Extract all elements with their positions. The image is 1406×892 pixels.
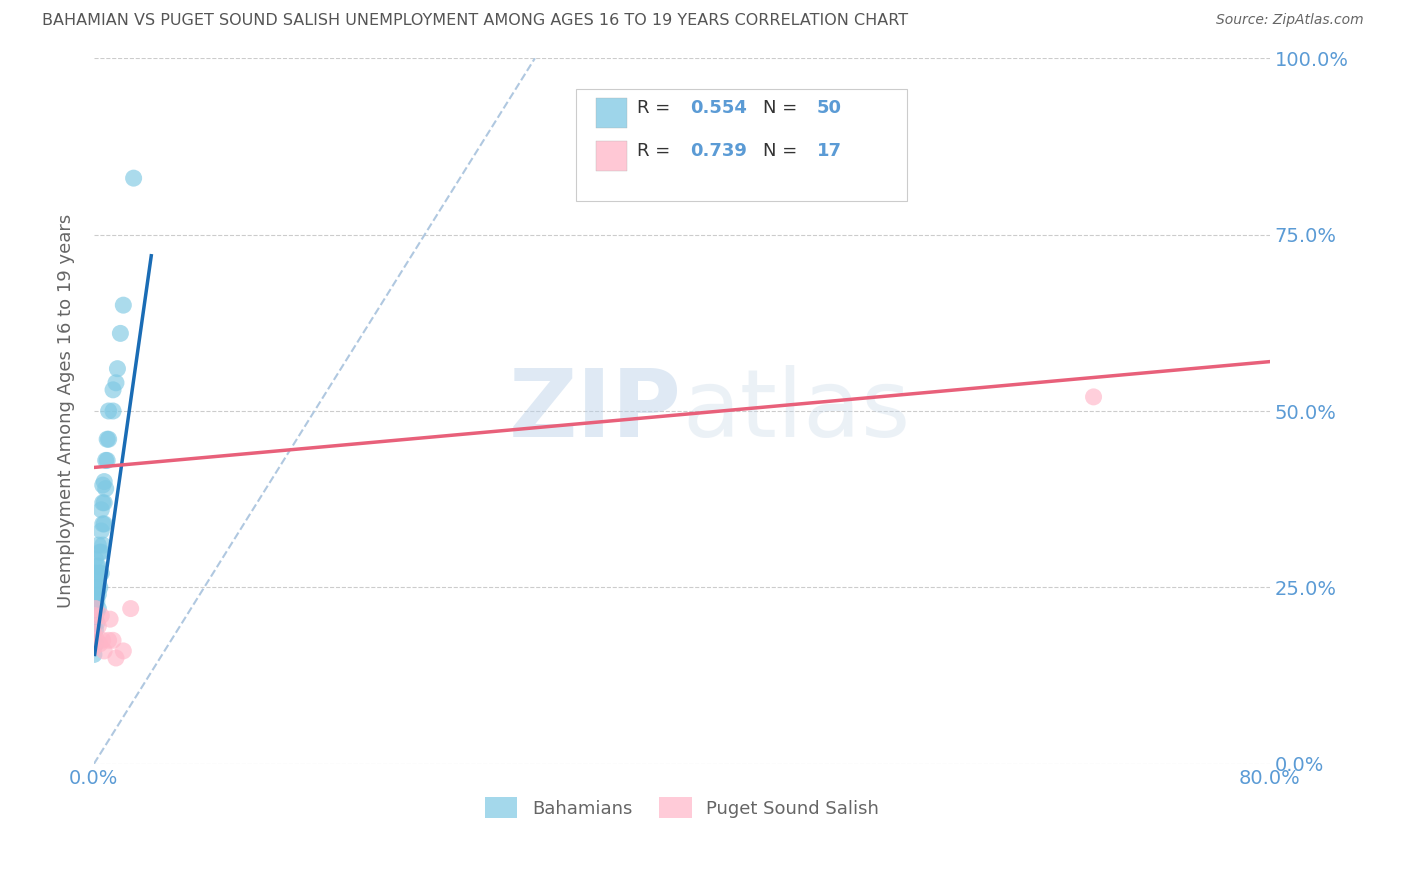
Point	[84, 581, 107, 595]
Point	[89, 637, 111, 651]
Point	[104, 376, 127, 390]
Point	[94, 482, 117, 496]
Text: 0.739: 0.739	[690, 142, 747, 160]
Point	[91, 516, 114, 531]
Point	[93, 496, 115, 510]
Point	[90, 566, 112, 581]
Point	[89, 566, 111, 581]
Point	[90, 524, 112, 538]
Point	[89, 581, 111, 595]
Point	[90, 503, 112, 517]
Point	[97, 404, 120, 418]
Point	[86, 581, 108, 595]
Point	[101, 383, 124, 397]
Text: ZIP: ZIP	[509, 365, 682, 457]
Legend: Bahamians, Puget Sound Salish: Bahamians, Puget Sound Salish	[478, 790, 886, 825]
Point	[87, 538, 110, 552]
Point	[83, 648, 105, 662]
Text: N =: N =	[763, 99, 803, 117]
Point	[101, 404, 124, 418]
Point	[83, 640, 105, 655]
Point	[86, 594, 108, 608]
Point	[86, 633, 108, 648]
Point	[83, 633, 105, 648]
Point	[84, 601, 107, 615]
Point	[84, 591, 107, 605]
Point	[91, 478, 114, 492]
Point	[90, 545, 112, 559]
Point	[91, 633, 114, 648]
Text: 0.554: 0.554	[690, 99, 747, 117]
Point	[93, 516, 115, 531]
Point	[104, 651, 127, 665]
Point	[84, 566, 107, 581]
Point	[112, 644, 135, 658]
Point	[91, 538, 114, 552]
Point	[101, 633, 124, 648]
Point	[90, 608, 112, 623]
Text: R =: R =	[637, 99, 676, 117]
Text: Source: ZipAtlas.com: Source: ZipAtlas.com	[1216, 13, 1364, 28]
Text: 17: 17	[817, 142, 842, 160]
Point	[107, 361, 129, 376]
Point	[87, 601, 110, 615]
Point	[87, 619, 110, 633]
Point	[83, 626, 105, 640]
Point	[84, 612, 107, 626]
Point	[96, 432, 118, 446]
Point	[96, 453, 118, 467]
Text: 50: 50	[817, 99, 842, 117]
Point	[84, 623, 107, 637]
Point	[87, 574, 110, 588]
Point	[89, 545, 111, 559]
Y-axis label: Unemployment Among Ages 16 to 19 years: Unemployment Among Ages 16 to 19 years	[58, 214, 75, 608]
Point	[97, 432, 120, 446]
Point	[97, 633, 120, 648]
Text: atlas: atlas	[682, 365, 910, 457]
Text: R =: R =	[637, 142, 676, 160]
Point	[110, 326, 132, 341]
Point	[84, 552, 107, 566]
Point	[94, 453, 117, 467]
Point	[84, 608, 107, 623]
Point	[93, 475, 115, 489]
Point	[91, 496, 114, 510]
Text: N =: N =	[763, 142, 803, 160]
Point	[84, 637, 107, 651]
Point	[87, 587, 110, 601]
Point	[122, 171, 145, 186]
Point	[86, 559, 108, 574]
Point	[86, 615, 108, 630]
Point	[120, 601, 142, 615]
Point	[87, 559, 110, 574]
Point	[112, 298, 135, 312]
Point	[84, 601, 107, 615]
Point	[83, 605, 105, 619]
Point	[83, 594, 105, 608]
Point	[86, 605, 108, 619]
Point	[98, 612, 121, 626]
Text: BAHAMIAN VS PUGET SOUND SALISH UNEMPLOYMENT AMONG AGES 16 TO 19 YEARS CORRELATIO: BAHAMIAN VS PUGET SOUND SALISH UNEMPLOYM…	[42, 13, 908, 29]
Point	[93, 644, 115, 658]
Point	[1083, 390, 1105, 404]
Point	[83, 619, 105, 633]
